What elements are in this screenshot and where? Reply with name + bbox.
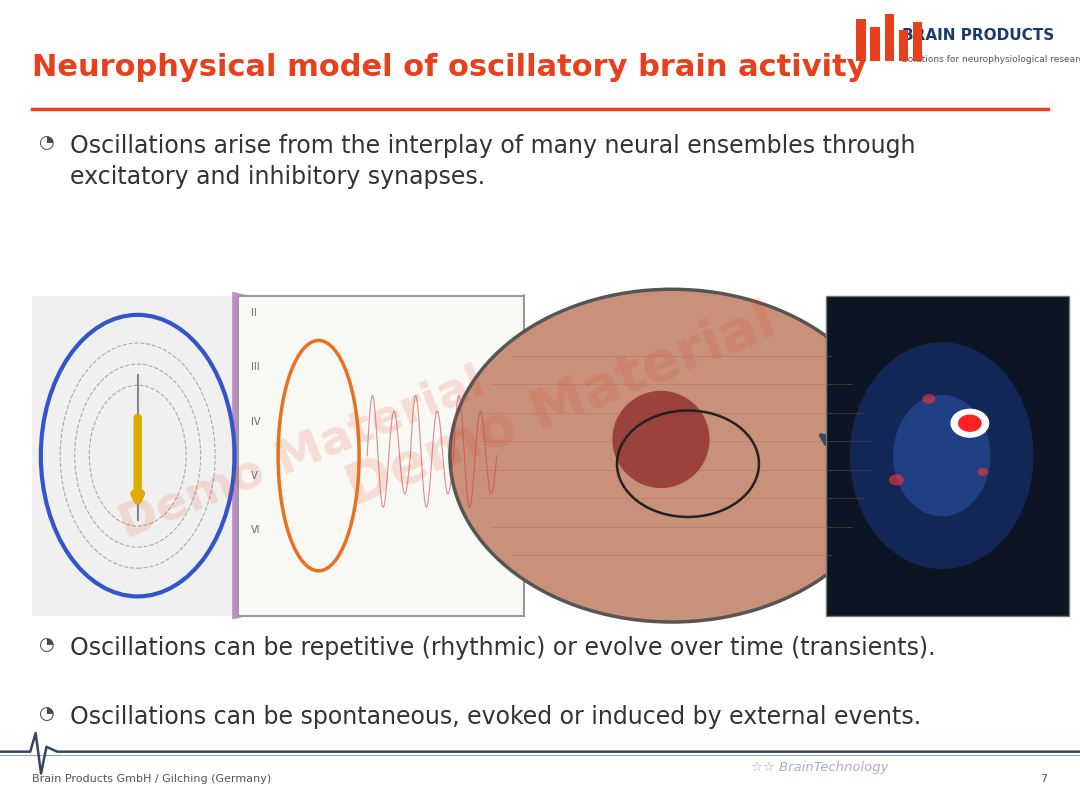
Text: II: II (251, 308, 256, 318)
FancyBboxPatch shape (899, 30, 908, 61)
Text: Oscillations arise from the interplay of many neural ensembles through
excitator: Oscillations arise from the interplay of… (70, 134, 916, 190)
FancyBboxPatch shape (826, 296, 1069, 616)
Circle shape (922, 394, 935, 403)
Text: ☆☆ BrainTechnology: ☆☆ BrainTechnology (751, 761, 888, 774)
FancyBboxPatch shape (870, 27, 880, 61)
Text: Oscillations can be repetitive (rhythmic) or evolve over time (transients).: Oscillations can be repetitive (rhythmic… (70, 636, 935, 660)
Text: BRAIN PRODUCTS: BRAIN PRODUCTS (902, 28, 1054, 44)
Text: ◔: ◔ (38, 134, 54, 151)
Circle shape (950, 409, 989, 438)
Circle shape (450, 289, 893, 622)
Text: IV: IV (251, 416, 260, 427)
Ellipse shape (850, 342, 1034, 569)
Text: V: V (251, 471, 257, 481)
FancyBboxPatch shape (238, 296, 524, 616)
Text: Oscillations can be spontaneous, evoked or induced by external events.: Oscillations can be spontaneous, evoked … (70, 705, 921, 729)
Text: III: III (251, 362, 259, 372)
FancyBboxPatch shape (913, 22, 922, 61)
Ellipse shape (893, 395, 990, 517)
Text: ◔: ◔ (38, 705, 54, 723)
Ellipse shape (612, 391, 710, 488)
Text: Brain Products GmbH / Gilching (Germany): Brain Products GmbH / Gilching (Germany) (32, 774, 272, 783)
Polygon shape (232, 292, 281, 620)
FancyBboxPatch shape (856, 19, 866, 61)
FancyBboxPatch shape (885, 14, 894, 61)
Text: Demo Material: Demo Material (113, 360, 491, 548)
Circle shape (957, 413, 983, 433)
FancyArrowPatch shape (134, 418, 141, 501)
FancyBboxPatch shape (32, 296, 243, 616)
Text: VI: VI (251, 526, 260, 535)
Text: ◔: ◔ (38, 636, 54, 654)
Text: 7: 7 (1040, 774, 1048, 783)
Circle shape (889, 475, 904, 486)
Text: Neurophysical model of oscillatory brain activity: Neurophysical model of oscillatory brain… (32, 53, 867, 82)
Text: Solutions for neurophysiological research: Solutions for neurophysiological researc… (902, 55, 1080, 64)
Text: Demo Material: Demo Material (339, 294, 784, 516)
Circle shape (977, 467, 988, 476)
